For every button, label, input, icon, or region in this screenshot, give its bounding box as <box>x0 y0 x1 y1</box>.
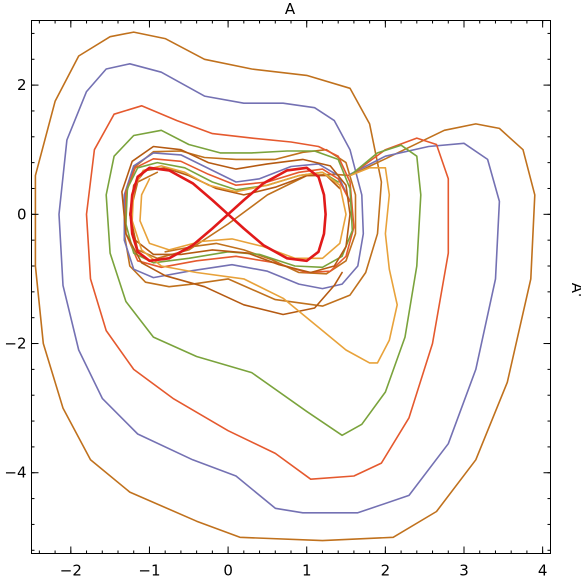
x-tick-label: 3 <box>459 562 469 580</box>
ticks-layer: −2 −1 0 1 2 3 4 −4 −2 0 2 <box>4 20 551 580</box>
y-axis-label: A' <box>568 283 581 297</box>
x-tick-label: 0 <box>223 562 233 580</box>
y-tick-label: −4 <box>4 464 26 482</box>
series-line-2 <box>58 62 501 514</box>
x-tick-label: 4 <box>538 562 548 580</box>
chart-title: A <box>285 0 296 18</box>
series-line-7 <box>129 166 327 263</box>
x-tick-label: −1 <box>138 562 160 580</box>
x-tick-label: 1 <box>302 562 312 580</box>
series-layer <box>34 31 536 542</box>
x-tick-label: 2 <box>381 562 391 580</box>
y-tick-label: 0 <box>17 205 27 223</box>
y-tick-label: −2 <box>4 335 26 353</box>
series-line-5 <box>121 145 351 316</box>
y-tick-label: 2 <box>17 76 27 94</box>
series-line-4 <box>105 129 422 437</box>
plot-frame <box>31 20 551 554</box>
series-line-3 <box>85 105 450 481</box>
series-line-1 <box>34 31 536 542</box>
x-tick-label: −2 <box>60 562 82 580</box>
